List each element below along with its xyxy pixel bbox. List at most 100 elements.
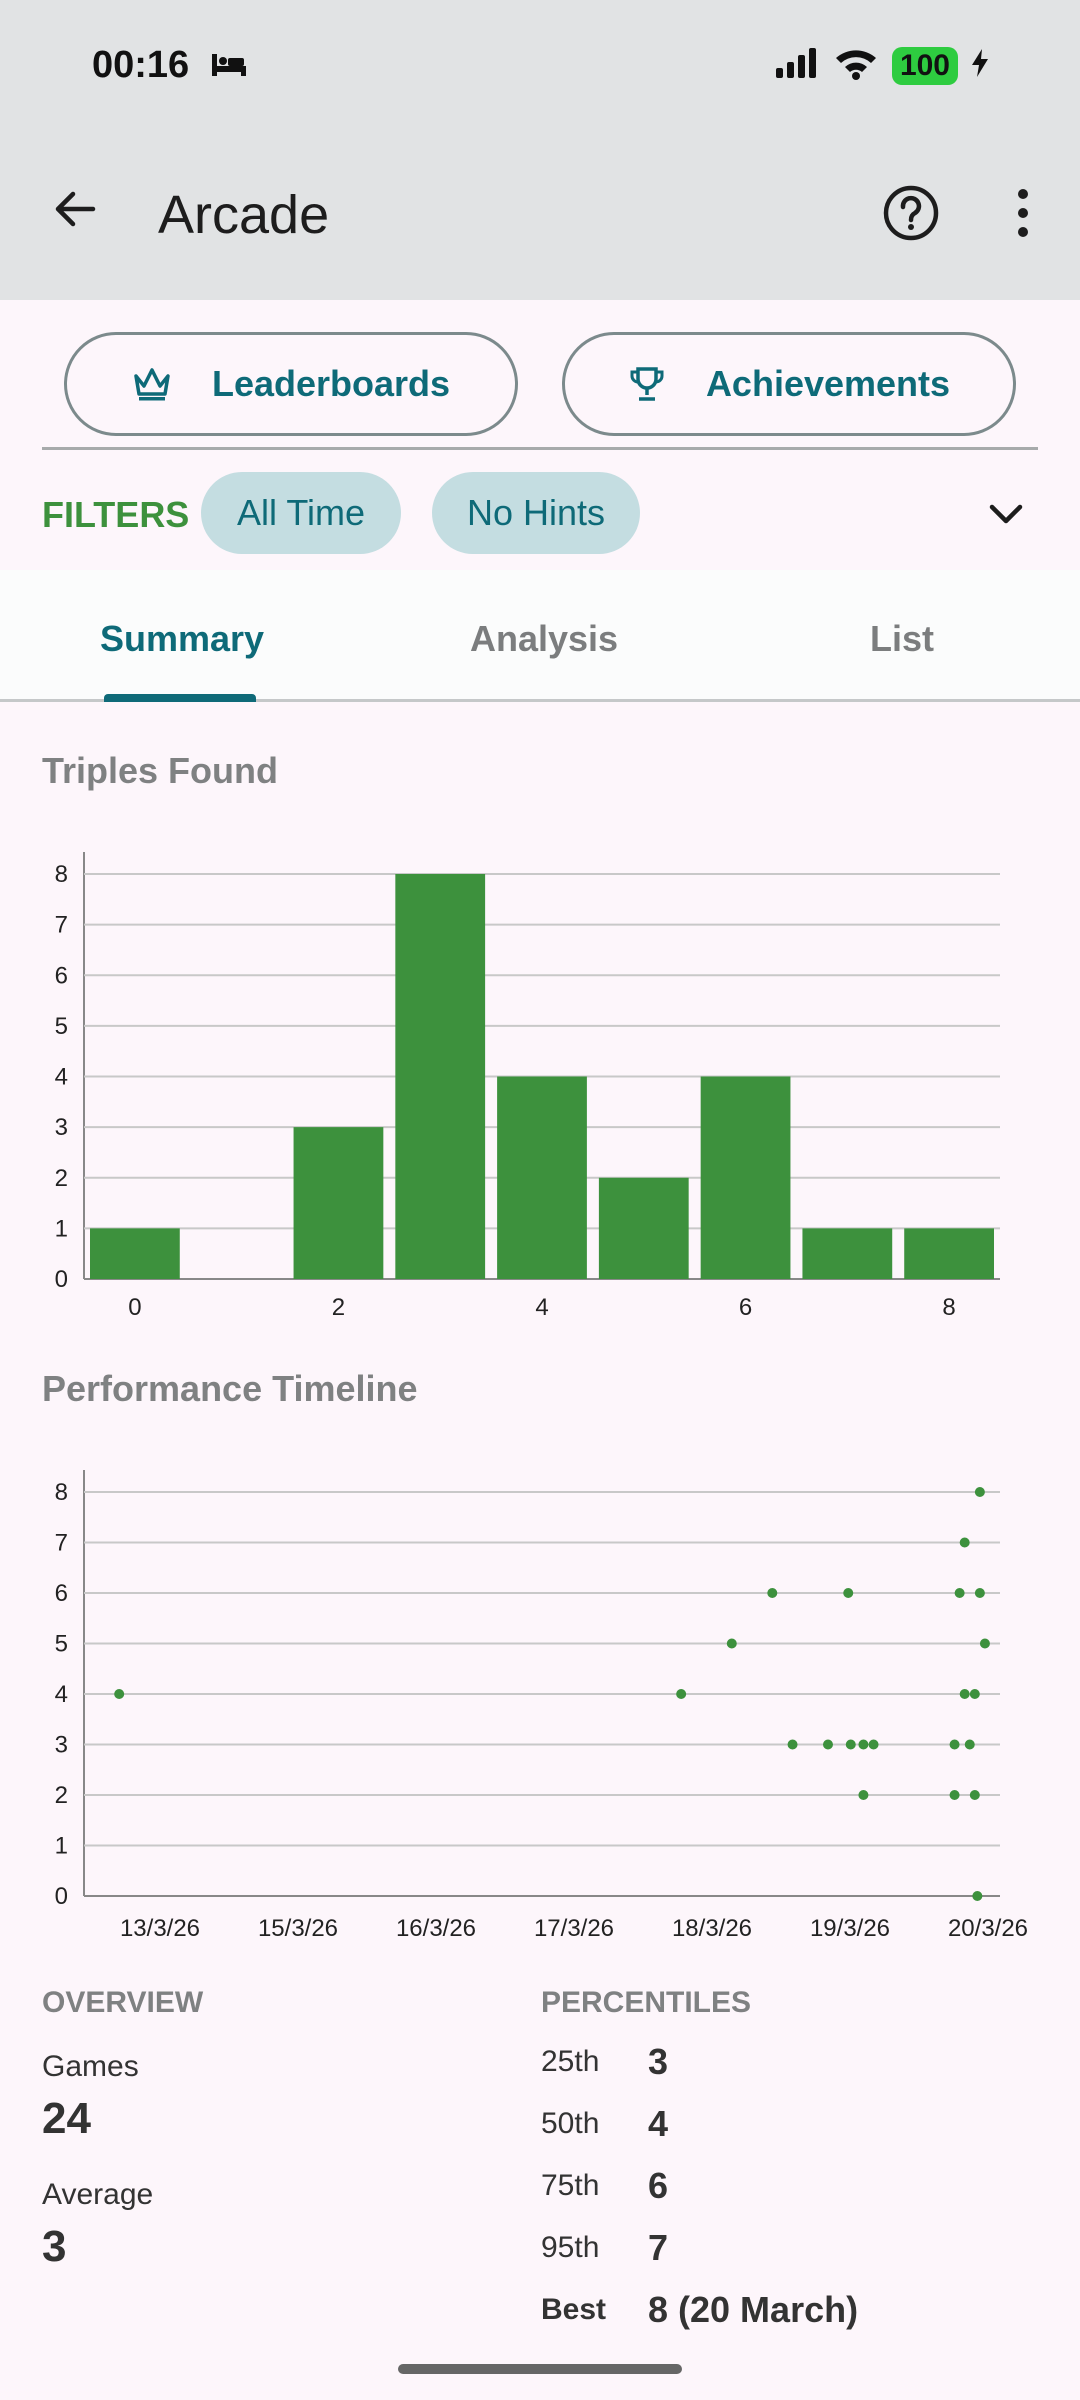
tab-bar: Summary Analysis List <box>0 570 1080 702</box>
data-point <box>726 1638 737 1649</box>
percentile-value: 7 <box>648 2227 669 2268</box>
crown-icon <box>134 368 170 401</box>
charging-icon <box>972 49 988 82</box>
arrow-left-icon <box>55 191 96 227</box>
x-tick-label: 6 <box>739 1294 752 1320</box>
data-point <box>843 1588 854 1598</box>
more-vertical-icon <box>1018 189 1028 237</box>
y-tick-label: 4 <box>55 1064 68 1091</box>
bar <box>598 1177 689 1279</box>
status-time: 00:16 <box>92 44 190 86</box>
data-point <box>787 1739 798 1750</box>
y-tick-label: 2 <box>55 1782 68 1809</box>
percentile-name: 50th <box>541 2107 600 2140</box>
y-tick-label: 2 <box>55 1165 68 1192</box>
data-point <box>974 1588 985 1598</box>
bar <box>497 1076 587 1279</box>
data-point <box>959 1689 970 1699</box>
wifi-icon <box>834 46 878 85</box>
average-label: Average <box>42 2178 154 2211</box>
y-tick-label: 5 <box>55 1631 68 1658</box>
filter-chip-hints[interactable]: No Hints <box>432 472 640 554</box>
y-tick-label: 3 <box>55 1732 68 1759</box>
back-button[interactable] <box>40 174 110 244</box>
trophy-icon <box>630 367 664 401</box>
triples-found-title: Triples Found <box>42 750 279 791</box>
tab-summary[interactable]: Summary <box>100 618 265 659</box>
more-options-button[interactable] <box>988 178 1058 248</box>
data-point <box>979 1638 990 1649</box>
bar <box>802 1228 893 1279</box>
overview-label: OVERVIEW <box>42 1986 204 2019</box>
tab-indicator <box>104 694 256 702</box>
percentile-row-best: Best 8 (20 March) <box>541 2285 858 2335</box>
data-point <box>822 1739 833 1750</box>
data-point <box>949 1790 960 1800</box>
performance-timeline-title: Performance Timeline <box>42 1368 418 1409</box>
percentile-row: 50th 4 <box>541 2099 668 2149</box>
tab-analysis[interactable]: Analysis <box>470 618 619 659</box>
percentiles-label: PERCENTILES <box>541 1986 752 2019</box>
games-value: 24 <box>42 2094 91 2143</box>
x-tick-label: 16/3/26 <box>396 1915 476 1942</box>
bar <box>90 1228 180 1279</box>
y-tick-label: 5 <box>55 1013 68 1040</box>
percentile-value: 4 <box>648 2103 669 2144</box>
y-tick-label: 6 <box>55 962 68 989</box>
percentile-value: 3 <box>648 2041 669 2082</box>
y-tick-label: 4 <box>55 1681 68 1708</box>
status-bar: 00:16 100 <box>0 0 1080 130</box>
data-point <box>858 1739 869 1750</box>
app-bar: Arcade <box>0 130 1080 300</box>
data-point <box>845 1739 856 1750</box>
data-point <box>969 1790 980 1800</box>
percentile-row: 95th 7 <box>541 2223 668 2273</box>
data-point <box>868 1739 879 1750</box>
home-indicator[interactable] <box>398 2364 682 2374</box>
filter-chip-time[interactable]: All Time <box>201 472 401 554</box>
data-point <box>954 1588 965 1598</box>
achievements-button[interactable]: Achievements <box>562 332 1016 436</box>
y-tick-label: 7 <box>55 1530 68 1557</box>
bar <box>395 874 486 1279</box>
filters-label: FILTERS <box>42 494 190 535</box>
games-label: Games <box>42 2050 139 2083</box>
leaderboards-button[interactable]: Leaderboards <box>64 332 518 436</box>
data-point <box>676 1689 687 1699</box>
data-point <box>974 1487 985 1497</box>
x-tick-label: 19/3/26 <box>810 1915 890 1942</box>
percentile-name: 25th <box>541 2045 600 2078</box>
x-tick-label: 18/3/26 <box>672 1915 752 1942</box>
percentile-row: 75th 6 <box>541 2161 668 2211</box>
bar <box>904 1228 994 1279</box>
y-tick-label: 8 <box>55 861 68 888</box>
bar <box>293 1127 384 1279</box>
battery-indicator: 100 <box>891 46 958 85</box>
x-tick-label: 8 <box>942 1294 955 1320</box>
tab-list[interactable]: List <box>870 618 935 659</box>
data-point <box>969 1689 980 1699</box>
y-tick-label: 1 <box>55 1215 68 1242</box>
y-tick-label: 3 <box>55 1114 68 1141</box>
percentile-value: 6 <box>648 2165 669 2206</box>
average-value: 3 <box>42 2222 67 2271</box>
percentile-name: 75th <box>541 2169 600 2202</box>
page-title: Arcade <box>158 185 330 245</box>
leaderboards-label: Leaderboards <box>211 363 451 404</box>
percentile-name: 95th <box>541 2231 600 2264</box>
y-tick-label: 8 <box>55 1479 68 1506</box>
x-tick-label: 2 <box>332 1294 345 1320</box>
divider <box>42 447 1038 450</box>
data-point <box>949 1739 960 1750</box>
signal-icon <box>774 46 820 85</box>
y-tick-label: 7 <box>55 912 68 939</box>
expand-filters-button[interactable] <box>980 488 1032 540</box>
x-tick-label: 0 <box>128 1294 141 1320</box>
triples-found-chart: 0 1 2 3 4 5 6 7 8 0 2 4 6 8 <box>55 852 1000 1320</box>
achievements-label: Achievements <box>705 363 951 404</box>
data-point <box>858 1790 869 1800</box>
x-tick-label: 4 <box>535 1294 548 1320</box>
percentile-row: 25th 3 <box>541 2037 668 2087</box>
help-button[interactable] <box>876 178 946 248</box>
best-value: 8 (20 March) <box>648 2289 859 2330</box>
